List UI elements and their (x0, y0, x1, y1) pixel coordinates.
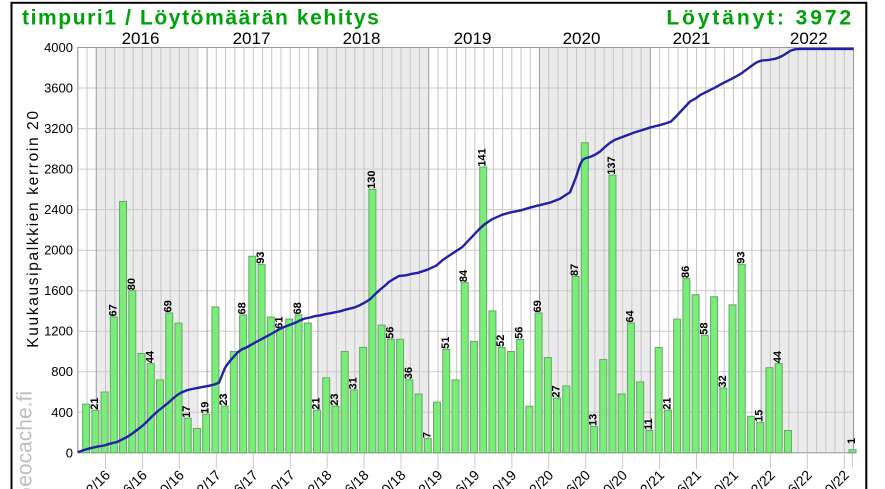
svg-text:56: 56 (384, 327, 396, 339)
svg-text:1200: 1200 (44, 324, 73, 339)
svg-text:130: 130 (366, 171, 378, 189)
svg-text:44: 44 (144, 350, 156, 363)
svg-text:68: 68 (237, 302, 249, 314)
svg-text:3200: 3200 (44, 121, 73, 136)
svg-text:86: 86 (680, 266, 692, 278)
svg-text:69: 69 (532, 300, 544, 312)
svg-text:0: 0 (66, 445, 73, 460)
svg-text:21: 21 (661, 397, 673, 409)
svg-text:27: 27 (551, 385, 563, 397)
svg-text:19: 19 (200, 402, 212, 414)
svg-text:2022: 2022 (790, 29, 828, 48)
svg-text:2800: 2800 (44, 162, 73, 177)
svg-text:36: 36 (403, 367, 415, 379)
svg-text:1600: 1600 (44, 283, 73, 298)
svg-text:52: 52 (495, 335, 507, 347)
svg-text:2017: 2017 (233, 29, 271, 48)
svg-text:Löytänyt: 3972: Löytänyt: 3972 (666, 7, 854, 30)
svg-text:56: 56 (514, 327, 526, 339)
svg-text:58: 58 (698, 323, 710, 335)
svg-text:23: 23 (329, 393, 341, 405)
svg-text:69: 69 (163, 300, 175, 312)
svg-text:23: 23 (218, 393, 230, 405)
svg-text:68: 68 (292, 302, 304, 314)
svg-text:15: 15 (754, 410, 766, 422)
svg-text:64: 64 (624, 309, 636, 322)
svg-text:2018: 2018 (343, 29, 381, 48)
svg-text:2000: 2000 (44, 243, 73, 258)
svg-text:Kuukausipalkkien kerroin 20: Kuukausipalkkien kerroin 20 (25, 109, 42, 347)
svg-text:51: 51 (440, 337, 452, 349)
svg-text:4000: 4000 (44, 40, 73, 55)
svg-text:1: 1 (846, 438, 858, 444)
svg-text:32: 32 (717, 375, 729, 387)
svg-text:Geocache.fi: Geocache.fi (14, 391, 37, 489)
svg-text:21: 21 (311, 397, 323, 409)
svg-text:2020: 2020 (563, 29, 601, 48)
svg-text:21: 21 (89, 397, 101, 409)
svg-text:67: 67 (107, 304, 119, 316)
svg-text:93: 93 (735, 252, 747, 264)
svg-text:13: 13 (588, 414, 600, 426)
svg-text:61: 61 (274, 316, 286, 328)
svg-text:400: 400 (51, 405, 73, 420)
svg-text:80: 80 (126, 278, 138, 290)
svg-text:2021: 2021 (673, 29, 711, 48)
svg-text:44: 44 (772, 350, 784, 363)
svg-text:93: 93 (255, 252, 267, 264)
svg-text:7: 7 (421, 432, 433, 438)
svg-text:141: 141 (477, 148, 489, 166)
svg-text:timpuri1 / Löytömäärän kehitys: timpuri1 / Löytömäärän kehitys (22, 7, 380, 30)
svg-text:2019: 2019 (454, 29, 492, 48)
svg-text:137: 137 (606, 156, 618, 174)
svg-text:11: 11 (643, 418, 655, 430)
svg-text:800: 800 (51, 364, 73, 379)
svg-text:84: 84 (458, 269, 470, 282)
svg-text:2016: 2016 (122, 29, 160, 48)
svg-text:87: 87 (569, 264, 581, 276)
svg-text:17: 17 (181, 406, 193, 418)
svg-text:3600: 3600 (44, 81, 73, 96)
svg-text:31: 31 (347, 377, 359, 389)
svg-text:2400: 2400 (44, 202, 73, 217)
